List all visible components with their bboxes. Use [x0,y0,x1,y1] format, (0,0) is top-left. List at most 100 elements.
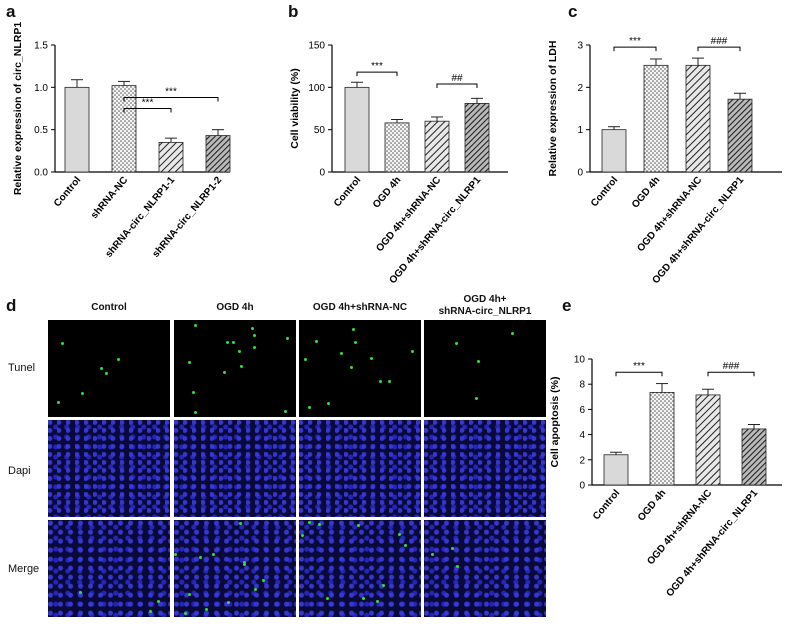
significance-bracket [436,83,478,88]
significance-label: ### [723,361,740,372]
chart-c: 0 1 2 3 Relative expression of LDH Control OGD… [547,36,782,286]
significance-bracket [356,71,398,77]
y-tick-label: 4 [579,430,585,441]
row-label-merge: Merge [8,563,40,575]
tunel-positive-cell [57,401,60,404]
bar-ogd-4h-shrna-nc [685,64,711,173]
tunel-positive-cell [286,337,289,340]
micrograph-merge-2 [174,520,296,617]
tunel-positive-cell [238,350,241,353]
tunel-positive-cell [223,371,226,374]
category-label: Control [589,175,620,209]
y-axis-label: Cell viability (%) [289,68,301,149]
tunel-positive-cell [455,342,458,345]
tunel-positive-cell [232,341,235,344]
y-tick-label: 0.0 [34,168,48,179]
micrograph-merge-3 [299,520,421,617]
bar-ogd-4h-shrna-nc [695,394,721,486]
tunel-positive-cell [100,367,103,370]
tunel-positive-cell [370,357,373,360]
tunel-positive-cell [194,411,197,414]
significance-label: *** [629,36,641,47]
tunel-positive-cell [251,327,254,330]
tunel-positive-cell [340,352,343,355]
micrograph-dapi-4 [424,420,546,517]
significance-bracket [697,46,741,52]
tunel-positive-cell [194,324,197,327]
tunel-positive-cell [81,392,84,395]
significance-bracket [615,371,663,377]
tunel-positive-cell [451,547,454,550]
tunel-positive-cell [388,380,391,383]
y-tick-label: 0 [577,168,583,179]
col-label-ogd: OGD 4h [216,302,254,313]
significance-label: ## [451,73,463,84]
tunel-positive-cell [318,523,321,526]
tunel-positive-cell [243,561,246,564]
tunel-positive-cell [61,342,64,345]
category-label: OGD 4h+shRNA-circ_NLRP1 [665,488,761,599]
category-label: Control [591,488,622,522]
y-axis-label: Cell apoptosis (%) [549,376,561,467]
y-tick-label: 50 [314,125,326,136]
bar-control [344,86,370,173]
significance-label: *** [142,98,154,109]
tunel-positive-cell [308,406,311,409]
tunel-positive-cell [456,565,459,568]
bar-ogd-4h-shrna-circ-nlrp1 [741,428,767,486]
tunel-positive-cell [184,612,187,615]
tunel-positive-cell [243,563,246,566]
bar-ogd-4h [643,64,669,173]
panel-letter-b: b [288,2,299,21]
significance-label: *** [371,61,383,72]
y-tick-label: 1.5 [34,41,48,52]
y-tick-label: 2 [577,83,583,94]
tunel-positive-cell [301,534,304,537]
significance-bracket [123,96,219,102]
tunel-positive-cell [188,361,191,364]
y-tick-label: 100 [308,83,325,94]
tunel-positive-cell [240,365,243,368]
tunel-positive-cell [157,600,160,603]
y-axis-label: Relative expression of circ_NLRP1 [12,22,24,195]
tunel-positive-cell [227,601,230,604]
y-tick-label: 0 [579,481,585,492]
significance-label: ### [711,36,728,47]
tunel-positive-cell [117,358,120,361]
category-label: OGD 4h+shRNA-circ_NLRP1 [651,175,747,286]
tunel-positive-cell [253,334,256,337]
y-axis-label: Relative expression of LDH [547,41,559,177]
bar-ogd-4h [649,391,675,486]
bar-control [601,129,627,173]
micrograph-dapi-1 [48,420,170,517]
tunel-positive-cell [315,340,318,343]
tunel-positive-cell [511,332,514,335]
tunel-positive-cell [350,366,353,369]
significance-label: *** [633,361,645,372]
tunel-positive-cell [226,341,229,344]
tunel-positive-cell [354,341,357,344]
bar-ogd-4h-shrna-circ-nlrp1 [727,98,753,173]
tunel-positive-cell [477,360,480,363]
micrograph-merge-4 [424,520,546,617]
tunel-positive-cell [199,556,202,559]
micrograph-tunel-3 [299,320,421,417]
tunel-positive-cell [379,380,382,383]
y-tick-label: 0.5 [34,125,48,136]
micrograph-tunel-1 [48,320,170,417]
tunel-positive-cell [327,402,330,405]
panel-letter-c: c [568,2,578,21]
tunel-positive-cell [174,553,177,556]
panel-letter-e: e [562,296,572,315]
tunel-positive-cell [308,521,311,524]
tunel-positive-cell [205,608,208,611]
tunel-positive-cell [404,544,407,547]
bar-ogd-4h-shrna-circ-nlrp1 [464,103,490,173]
y-tick-label: 1 [577,125,583,136]
significance-bracket [613,46,657,52]
col-label-ogd-nc: OGD 4h+shRNA-NC [312,302,408,313]
bar-control [64,86,90,173]
micrograph-dapi-3 [299,420,421,517]
tunel-positive-cell [105,372,108,375]
